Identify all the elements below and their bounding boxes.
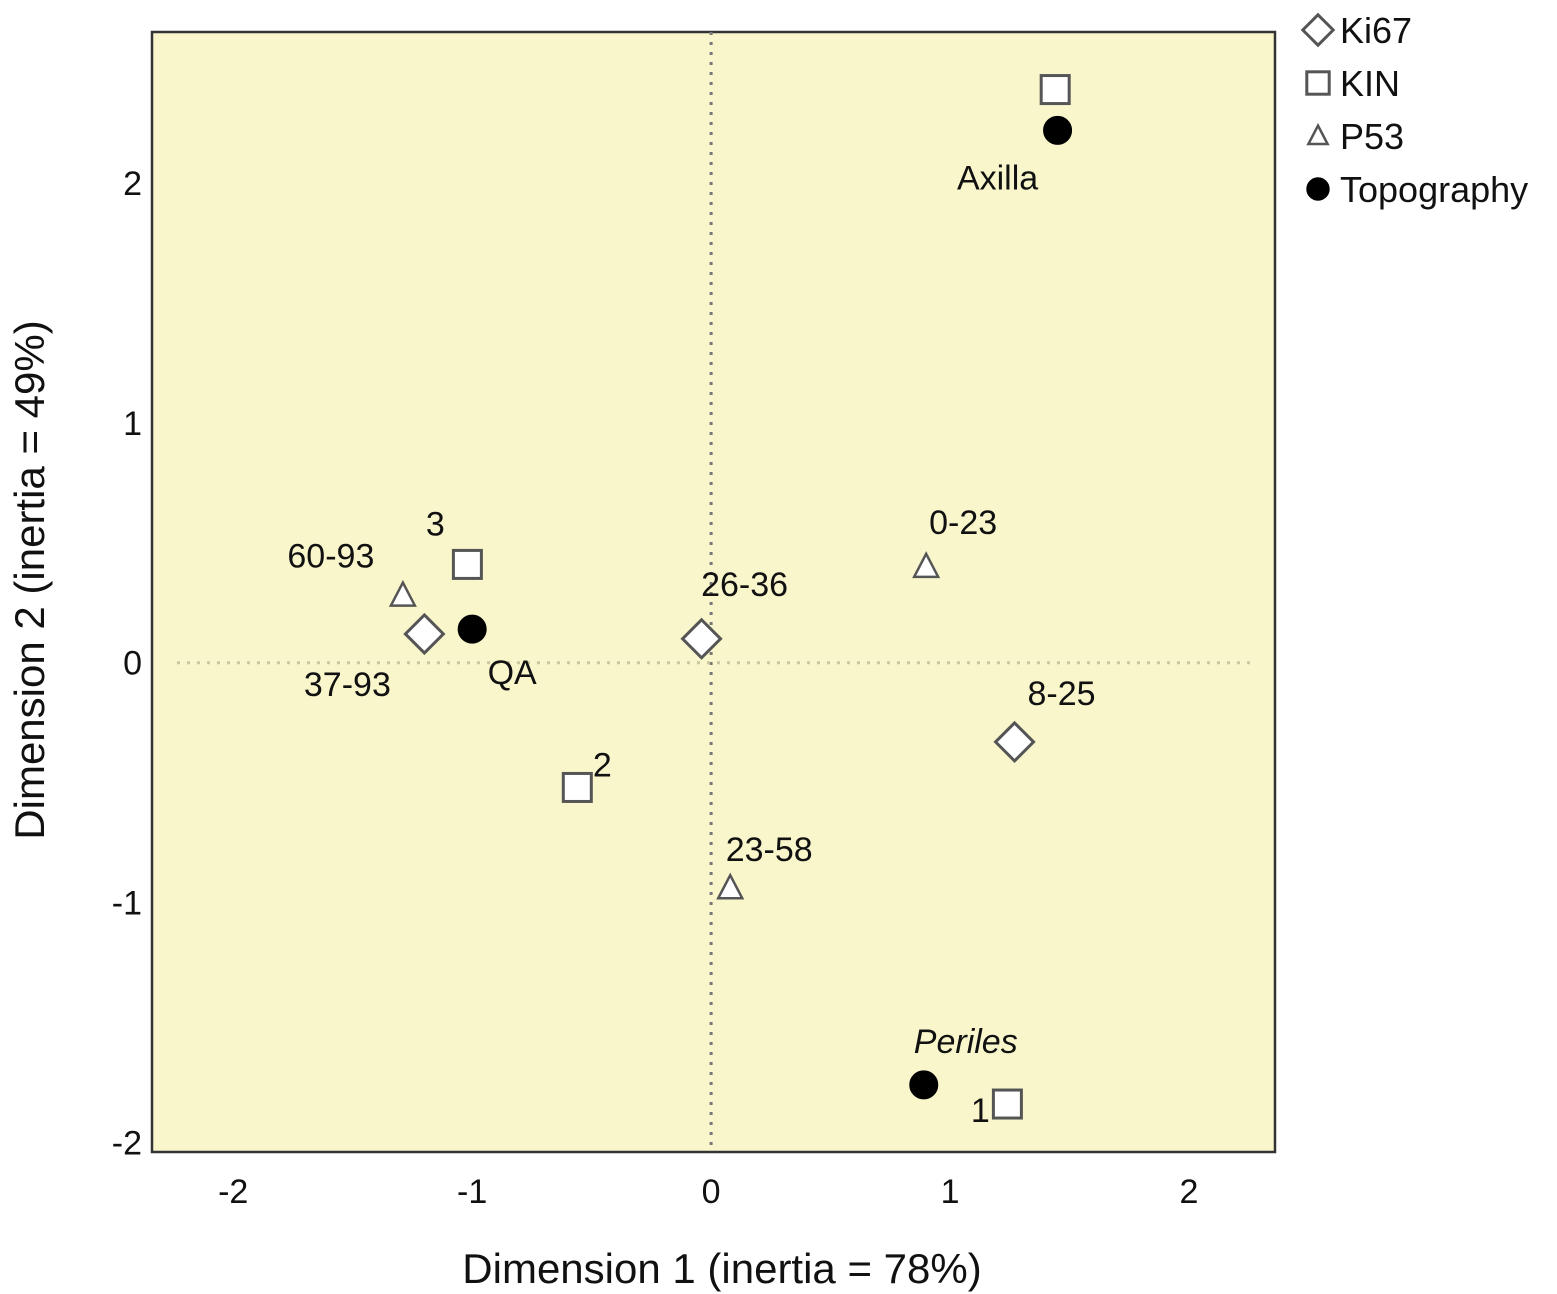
y-tick-label: -1	[112, 885, 142, 923]
legend-item-topography: Topography	[1306, 169, 1528, 210]
topography-point-label: Axilla	[957, 159, 1038, 197]
legend-diamond-icon	[1300, 12, 1336, 48]
legend-circle-icon	[1306, 177, 1330, 201]
legend-item-ki67: Ki67	[1300, 10, 1412, 51]
kin-point	[991, 1088, 1023, 1120]
legend-label: KIN	[1340, 63, 1400, 104]
topography-point-label: QA	[488, 654, 537, 692]
kin-point-label: 2	[593, 746, 612, 784]
legend-item-kin: KIN	[1305, 63, 1400, 104]
y-tick-label: -2	[112, 1124, 142, 1162]
x-tick-label: -2	[218, 1173, 248, 1211]
ki67-point-label: 8-25	[1028, 675, 1096, 713]
p53-point-label: 0-23	[929, 504, 997, 542]
p53-point	[912, 551, 941, 579]
x-tick-label: 1	[941, 1173, 960, 1211]
x-axis-label: Dimension 1 (inertia = 78%)	[462, 1245, 981, 1292]
ki67-point	[993, 720, 1036, 764]
plot-area	[150, 30, 1277, 1154]
topography-point-label: Periles	[914, 1023, 1018, 1061]
y-tick-label: 0	[123, 645, 142, 683]
y-tick-label: 2	[123, 165, 142, 203]
legend-square-icon	[1305, 70, 1331, 96]
p53-point-label: 60-93	[287, 538, 374, 576]
kin-point-label: 3	[426, 505, 445, 543]
x-tick-label: 2	[1180, 1173, 1199, 1211]
legend-label: P53	[1340, 116, 1404, 157]
ki67-point-label: 37-93	[304, 666, 391, 704]
x-tick-label: 0	[702, 1173, 721, 1211]
kin-point	[451, 548, 483, 580]
y-axis-label: Dimension 2 (inertia = 49%)	[6, 320, 53, 839]
x-tick-label: -1	[457, 1173, 487, 1211]
legend-label: Topography	[1340, 169, 1528, 210]
topography-point	[1043, 115, 1073, 145]
kin-point-label: 1	[971, 1092, 990, 1130]
ki67-point	[403, 612, 446, 656]
p53-point	[388, 579, 417, 607]
y-tick-label: 1	[123, 405, 142, 443]
kin-point	[561, 771, 593, 803]
legend-item-p53: P53	[1306, 116, 1404, 157]
topography-point	[909, 1070, 939, 1100]
legend-label: Ki67	[1340, 10, 1412, 51]
legend-triangle-icon	[1306, 122, 1330, 146]
kin-point	[1039, 74, 1071, 106]
p53-point	[716, 872, 745, 900]
ki67-point	[680, 617, 723, 660]
ki67-point-label: 26-36	[701, 566, 788, 604]
topography-point	[457, 614, 487, 644]
p53-point-label: 23-58	[726, 831, 813, 869]
